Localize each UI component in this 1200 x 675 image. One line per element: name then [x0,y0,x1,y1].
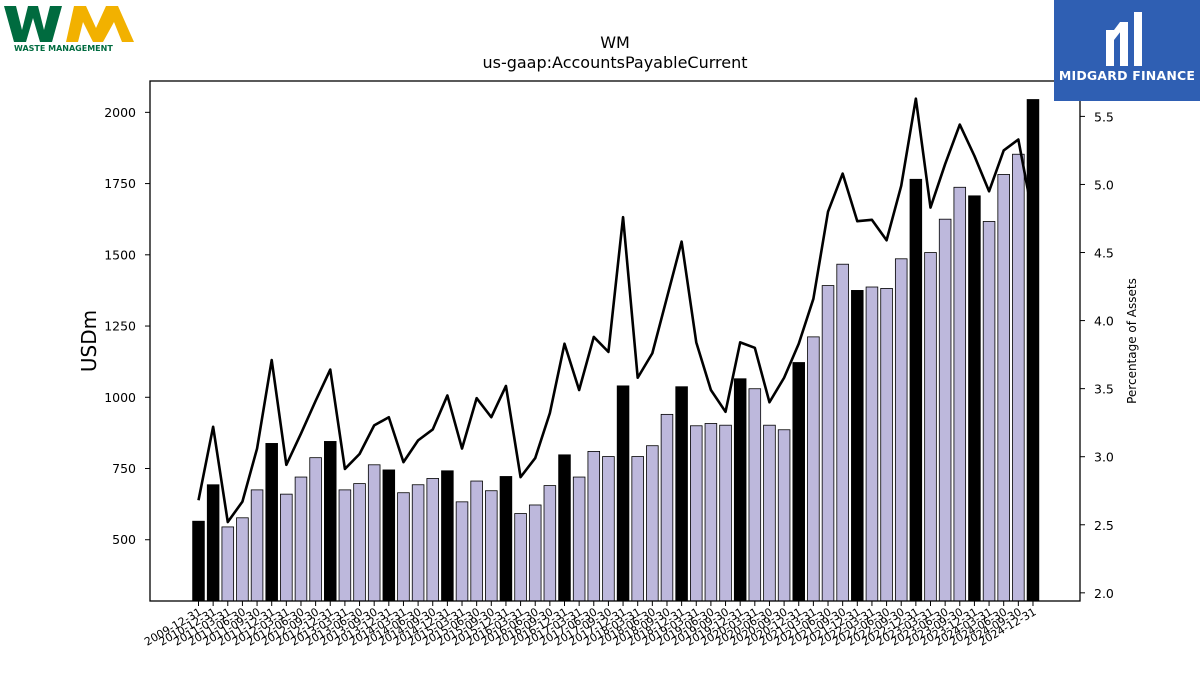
bar [777,429,791,602]
chart-title: WM [600,33,630,52]
bar [763,424,776,602]
y2-tick-label: 3.5 [1094,382,1114,397]
y-tick-label: 750 [112,461,136,476]
bar [924,252,937,602]
midgard-logo-mark [1106,12,1142,66]
wm-logo-mark [4,6,134,42]
waste-management-logo: WASTE MANAGEMENT [4,4,138,56]
bar [631,456,644,602]
midgard-finance-logo: MIDGARD FINANCE [1054,0,1200,101]
bar [807,336,820,602]
y-axis-label: USDm [77,310,101,372]
bar [514,513,527,602]
bar [411,484,425,602]
midgard-logo-text: MIDGARD FINANCE [1058,68,1196,83]
axes: 500 750 1000 1250 1500 1750 2000 2.0 2.5 3.0 3.5 4.… [104,80,1114,649]
bar [982,221,996,602]
bar [1026,99,1040,602]
y2-tick-label: 3.0 [1094,450,1114,465]
bar [426,478,439,602]
bar [968,195,981,602]
bar [587,451,601,602]
bar [294,476,308,602]
bar [733,378,747,602]
bar [309,457,322,602]
bar [704,423,718,602]
bar [558,454,571,602]
bar [660,413,674,602]
bar [192,520,205,602]
y2-axis-label: Percentage of Assets [1125,278,1139,404]
y2-tick-label: 2.5 [1094,518,1114,533]
y2-tick-label: 4.0 [1094,314,1114,329]
y-tick-label: 1000 [104,390,136,405]
plot-frame [149,80,1081,602]
bar [250,489,264,602]
bar [236,517,249,602]
bar [543,485,557,602]
bar-series [192,99,1040,602]
bar [792,362,805,602]
y2-tick-label: 4.5 [1094,246,1114,261]
y-tick-label: 1750 [104,176,136,191]
bar [353,483,366,602]
bar [616,385,630,602]
bar [441,470,454,602]
y2-tick-label: 5.0 [1094,177,1114,192]
bar [206,484,220,602]
bar [675,386,688,602]
y2-tick-label: 2.0 [1094,586,1114,601]
y-tick-label: 1250 [104,319,136,334]
bar [938,218,952,602]
bar [748,388,762,602]
bar [865,286,879,602]
bar [485,490,498,602]
bar [280,493,293,602]
bar [572,476,586,602]
bar [894,258,908,602]
bar [880,288,893,602]
bar [324,441,337,602]
bar [1012,153,1025,602]
bar [690,425,703,602]
bar [821,285,835,602]
bar [719,424,732,602]
bar [499,476,513,602]
bar [646,445,659,602]
line-series [197,97,1035,524]
y-tick-label: 2000 [104,105,136,120]
bar [367,464,381,602]
wm-logo-text: WASTE MANAGEMENT [14,44,113,53]
bar [265,443,278,602]
bar [397,492,410,602]
bar [382,469,396,602]
y2-tick-label: 5.5 [1094,109,1114,124]
bar [528,504,542,602]
bar [851,290,864,602]
bar [470,480,483,602]
bar [338,489,352,602]
bar [997,174,1010,602]
y-tick-label: 500 [112,532,136,547]
percent-of-assets-line [197,97,1035,524]
bar [909,178,923,602]
bar [602,456,615,602]
bar [953,186,967,602]
bar [836,263,849,602]
bar [221,526,235,602]
chart-subtitle: us-gaap:AccountsPayableCurrent [482,53,747,72]
y-tick-label: 1500 [104,247,136,262]
bar [455,501,469,602]
